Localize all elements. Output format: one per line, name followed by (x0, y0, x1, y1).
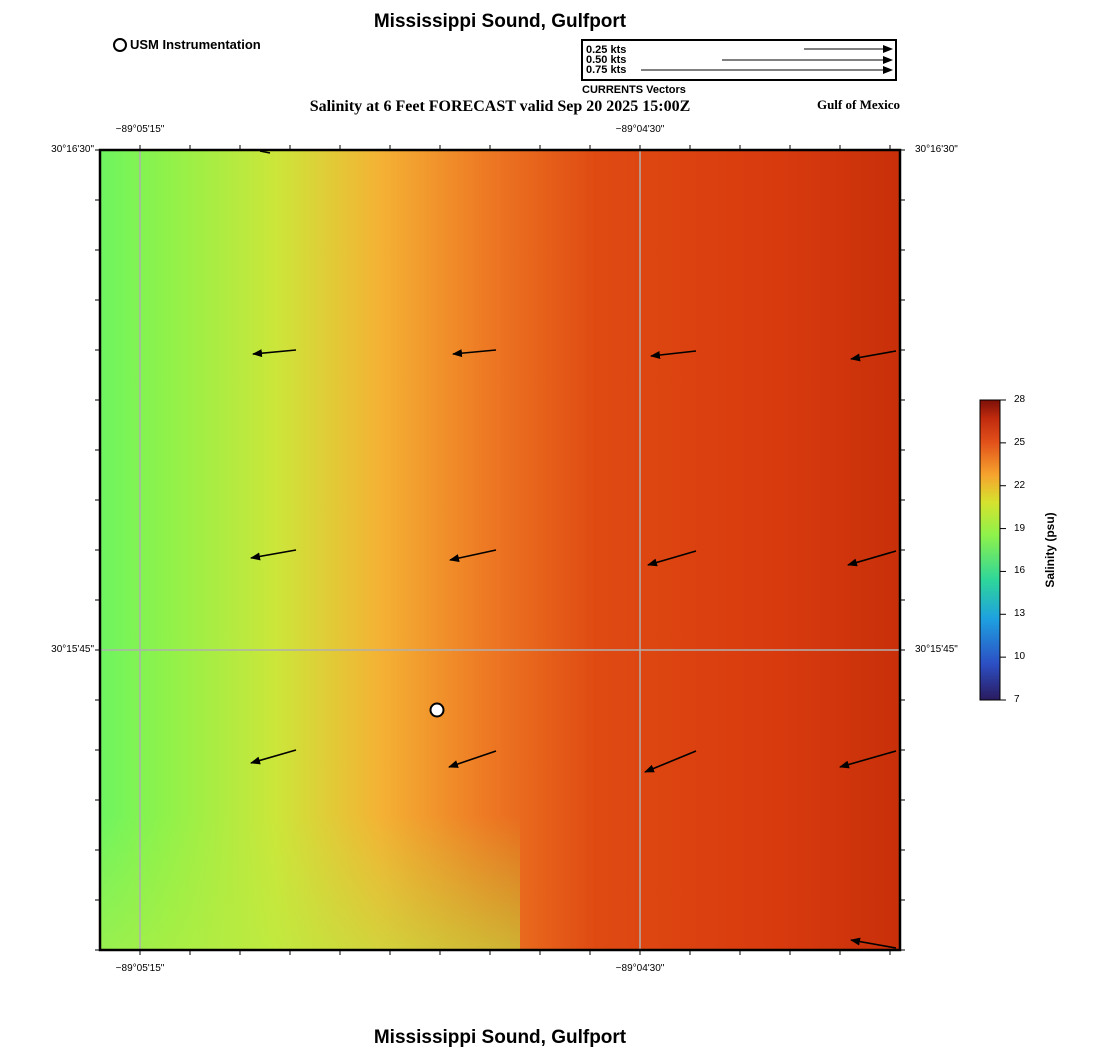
current-vector (839, 750, 897, 769)
page-title: Mississippi Sound, Gulfport (373, 11, 627, 32)
colorbar-tick-label: 25 (1014, 436, 1026, 448)
lat-label-right-1: 30°16'30" (915, 144, 958, 155)
colorbar-title: Salinity (psu) (1043, 512, 1057, 588)
colorbar-tick-label: 16 (1014, 565, 1026, 577)
colorbar-tick-label: 28 (1014, 394, 1026, 405)
current-vector (252, 349, 297, 358)
current-vector (250, 749, 297, 765)
current-vectors (250, 150, 897, 949)
lat-label-left-2: 30°15'45" (51, 644, 94, 655)
station-legend-label: USM Instrumentation (130, 37, 261, 52)
lon-label-bottom-2: −89°04'30" (615, 963, 665, 974)
lat-label-right-2: 30°15'45" (915, 644, 958, 655)
colorbar-tick-label: 19 (1014, 522, 1026, 534)
map-ticks (95, 145, 905, 955)
lon-label-top-1: −89°05'15" (115, 124, 165, 135)
vector-key-label-2: 0.50 kts (586, 54, 627, 66)
lat-label-left-1: 30°16'30" (51, 144, 94, 155)
station-marker-icon (113, 37, 127, 52)
region-label: Gulf of Mexico (816, 97, 900, 112)
current-vector (448, 750, 497, 768)
current-vector-partial (259, 150, 271, 154)
current-vector (647, 550, 697, 567)
vector-key-caption: CURRENTS Vectors (582, 84, 686, 96)
current-vector (850, 350, 897, 362)
lon-label-top-2: −89°04'30" (615, 124, 665, 135)
current-vector (250, 549, 297, 561)
vector-key-label-1: 0.25 kts (586, 44, 627, 56)
colorbar (979, 399, 1001, 701)
colorbar-tick-label: 22 (1014, 479, 1026, 491)
colorbar-tick-label: 13 (1014, 608, 1026, 620)
vector-key-label-3: 0.75 kts (586, 64, 627, 76)
current-vector (644, 750, 697, 773)
salinity-field-low-zone (100, 650, 520, 950)
station-legend: USM Instrumentation (113, 37, 261, 52)
vector-key-arrows (641, 45, 893, 74)
current-vector (650, 350, 697, 359)
colorbar-ticks (1000, 399, 1006, 701)
current-vector (850, 937, 897, 949)
colorbar-tick-label: 10 (1014, 651, 1026, 663)
lon-label-bottom-1: −89°05'15" (115, 963, 165, 974)
station-marker-icon[interactable] (429, 702, 445, 718)
map-grid (100, 150, 900, 950)
colorbar-tick-label: 7 (1014, 694, 1020, 705)
current-vector (449, 549, 497, 562)
current-vector (452, 349, 497, 358)
current-vector (847, 550, 897, 567)
map-subtitle: Salinity at 6 Feet FORECAST valid Sep 20… (309, 98, 691, 115)
footer-title: Mississippi Sound, Gulfport (373, 1027, 627, 1048)
